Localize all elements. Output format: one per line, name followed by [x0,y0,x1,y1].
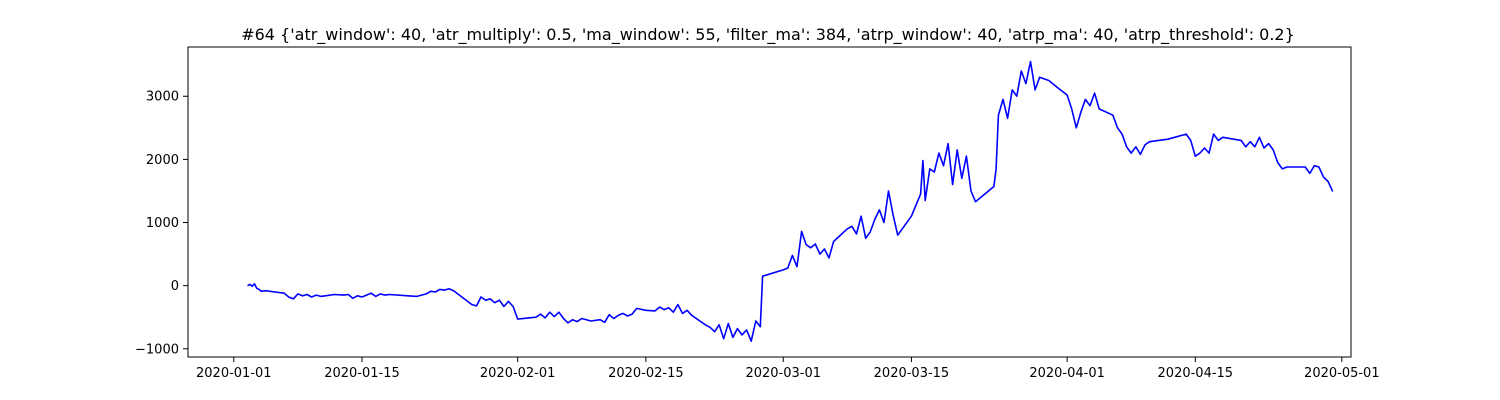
y-tick-label: −1000 [135,342,179,357]
x-tick-label: 2020-02-15 [608,366,684,381]
plot-area [247,60,1334,342]
x-tick-label: 2020-03-01 [745,366,821,381]
y-tick-label: 1000 [146,216,179,231]
x-tick-label: 2020-03-15 [874,366,950,381]
x-tick-label: 2020-04-01 [1029,366,1105,381]
chart-title: #64 {'atr_window': 40, 'atr_multiply': 0… [241,25,1295,45]
y-axis: −1000 0 1000 2000 3000 [135,90,188,357]
x-tick-label: 2020-04-15 [1158,366,1234,381]
x-axis: 2020-01-01 2020-01-15 2020-02-01 2020-02-15… [196,357,1380,381]
y-tick-label: 2000 [146,153,179,168]
x-tick-label: 2020-05-01 [1304,366,1380,381]
y-tick-label: 3000 [146,90,179,105]
series-line-0 [247,60,1334,342]
y-tick-label: 0 [171,279,179,294]
x-tick-label: 2020-01-01 [196,366,272,381]
x-tick-label: 2020-01-15 [324,366,400,381]
plot-frame [187,46,1352,358]
x-tick-label: 2020-02-01 [480,366,556,381]
